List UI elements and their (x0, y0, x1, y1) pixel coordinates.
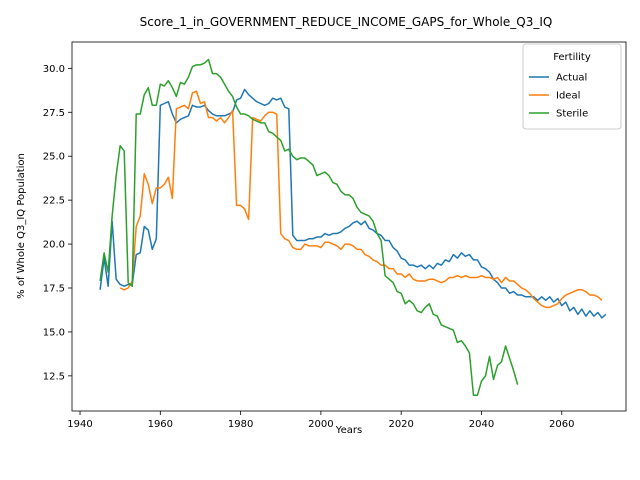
series-line-actual (99, 88, 607, 319)
y-tick-label: 15.0 (43, 327, 65, 338)
legend-title: Fertility (553, 52, 591, 63)
plot-area (71, 41, 627, 412)
legend-label-actual: Actual (556, 73, 587, 84)
x-tick-label: 1980 (228, 419, 253, 430)
y-tick-label: 12.5 (43, 371, 65, 382)
y-axis-label: % of Whole Q3_IQ Population (16, 153, 27, 299)
legend-box (522, 43, 622, 130)
y-tick-label: 20.0 (43, 240, 65, 251)
legend-items: Actual Ideal Sterile (529, 73, 588, 120)
series-layer (99, 58, 607, 396)
x-tick-label: 2060 (549, 419, 574, 430)
y-tick-label: 25.0 (43, 152, 65, 163)
legend: Fertility Actual Ideal Sterile (522, 43, 622, 130)
x-tick-label: 1940 (67, 419, 92, 430)
y-axis: 12.5 15.0 17.5 20.0 22.5 25.0 27.5 30.0 (43, 64, 72, 382)
x-axis: 1940 1960 1980 2000 2020 2040 2060 (67, 411, 574, 430)
legend-label-sterile: Sterile (556, 109, 588, 120)
series-line-sterile (99, 58, 519, 396)
y-tick-label: 30.0 (43, 64, 65, 75)
y-tick-label: 17.5 (43, 284, 65, 295)
x-tick-label: 2020 (388, 419, 413, 430)
series-line-ideal (119, 90, 603, 309)
x-tick-label: 1960 (148, 419, 173, 430)
y-tick-label: 27.5 (43, 108, 65, 119)
x-tick-label: 2000 (308, 419, 333, 430)
x-axis-label: Years (335, 425, 362, 436)
plot-frame (71, 41, 627, 412)
legend-label-ideal: Ideal (556, 91, 580, 102)
chart-title: Score_1_in_GOVERNMENT_REDUCE_INCOME_GAPS… (140, 15, 553, 29)
x-tick-label: 2040 (469, 419, 494, 430)
y-tick-label: 22.5 (43, 196, 65, 207)
